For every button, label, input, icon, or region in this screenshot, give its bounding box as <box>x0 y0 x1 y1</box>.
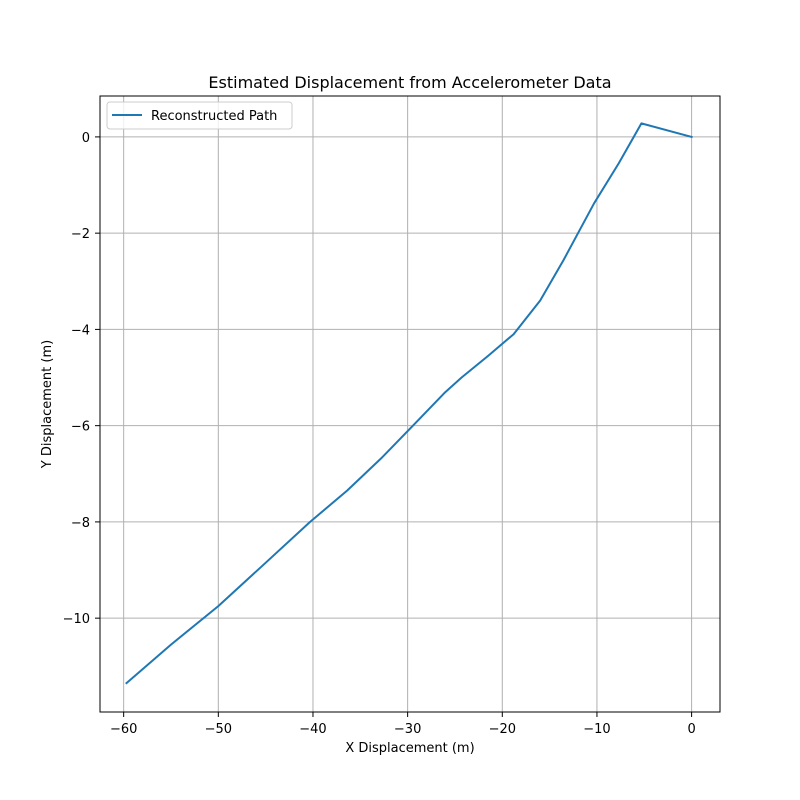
legend-label-reconstructed-path: Reconstructed Path <box>151 109 277 124</box>
x-axis-ticks: −60 −50 −40 −30 −20 −10 0 <box>110 712 696 737</box>
x-tick-label: −10 <box>583 722 610 737</box>
plot-frame <box>99 95 721 713</box>
y-tick-label: 0 <box>82 131 90 146</box>
x-tick-label: −50 <box>205 722 232 737</box>
x-tick-label: −60 <box>110 722 137 737</box>
y-tick-label: −10 <box>63 612 90 627</box>
series-line-reconstructed-path <box>125 122 693 685</box>
x-tick-label: −40 <box>299 722 326 737</box>
y-tick-label: −2 <box>71 227 90 242</box>
y-tick-label: −6 <box>71 420 90 435</box>
legend-box <box>106 101 293 130</box>
x-tick-label: −20 <box>489 722 516 737</box>
legend: Reconstructed Path <box>106 101 293 130</box>
chart-title: Estimated Displacement from Acceleromete… <box>208 73 611 92</box>
y-axis-ticks: −10 −8 −6 −4 −2 0 <box>63 131 100 627</box>
y-tick-label: −4 <box>71 323 90 338</box>
x-axis-label: X Displacement (m) <box>345 741 474 756</box>
x-tick-label: −30 <box>394 722 421 737</box>
y-tick-label: −8 <box>71 516 90 531</box>
x-tick-label: 0 <box>687 722 695 737</box>
y-axis-label: Y Displacement (m) <box>40 340 55 469</box>
series-layer <box>125 122 693 685</box>
